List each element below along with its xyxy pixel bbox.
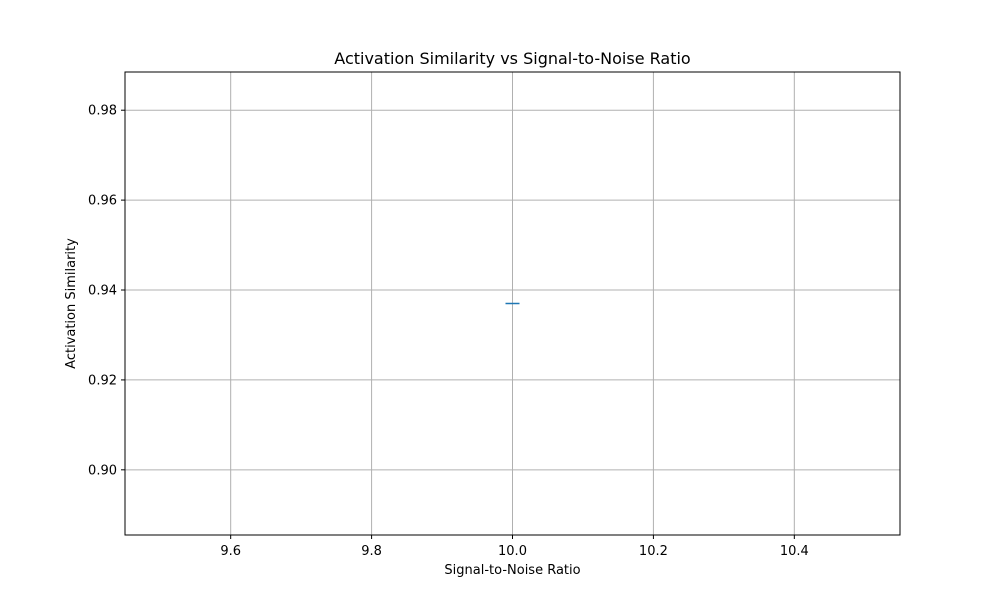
x-tick-label: 10.4 [780, 544, 809, 559]
y-tick-label: 0.92 [88, 373, 117, 388]
x-tick-label: 10.0 [498, 544, 527, 559]
x-axis-ticks: 9.6 9.8 10.0 10.2 10.4 [220, 535, 809, 559]
y-axis-ticks: 0.90 0.92 0.94 0.96 0.98 [88, 104, 125, 478]
gridlines [125, 72, 900, 535]
x-tick-label: 9.6 [220, 544, 241, 559]
x-tick-label: 10.2 [639, 544, 668, 559]
y-tick-label: 0.90 [88, 463, 117, 478]
y-tick-label: 0.94 [88, 284, 117, 299]
y-axis-label: Activation Similarity [64, 238, 79, 369]
y-tick-label: 0.98 [88, 104, 117, 119]
chart-title: Activation Similarity vs Signal-to-Noise… [334, 49, 690, 68]
x-tick-label: 9.8 [361, 544, 382, 559]
y-tick-label: 0.96 [88, 194, 117, 209]
x-axis-label: Signal-to-Noise Ratio [444, 563, 580, 578]
